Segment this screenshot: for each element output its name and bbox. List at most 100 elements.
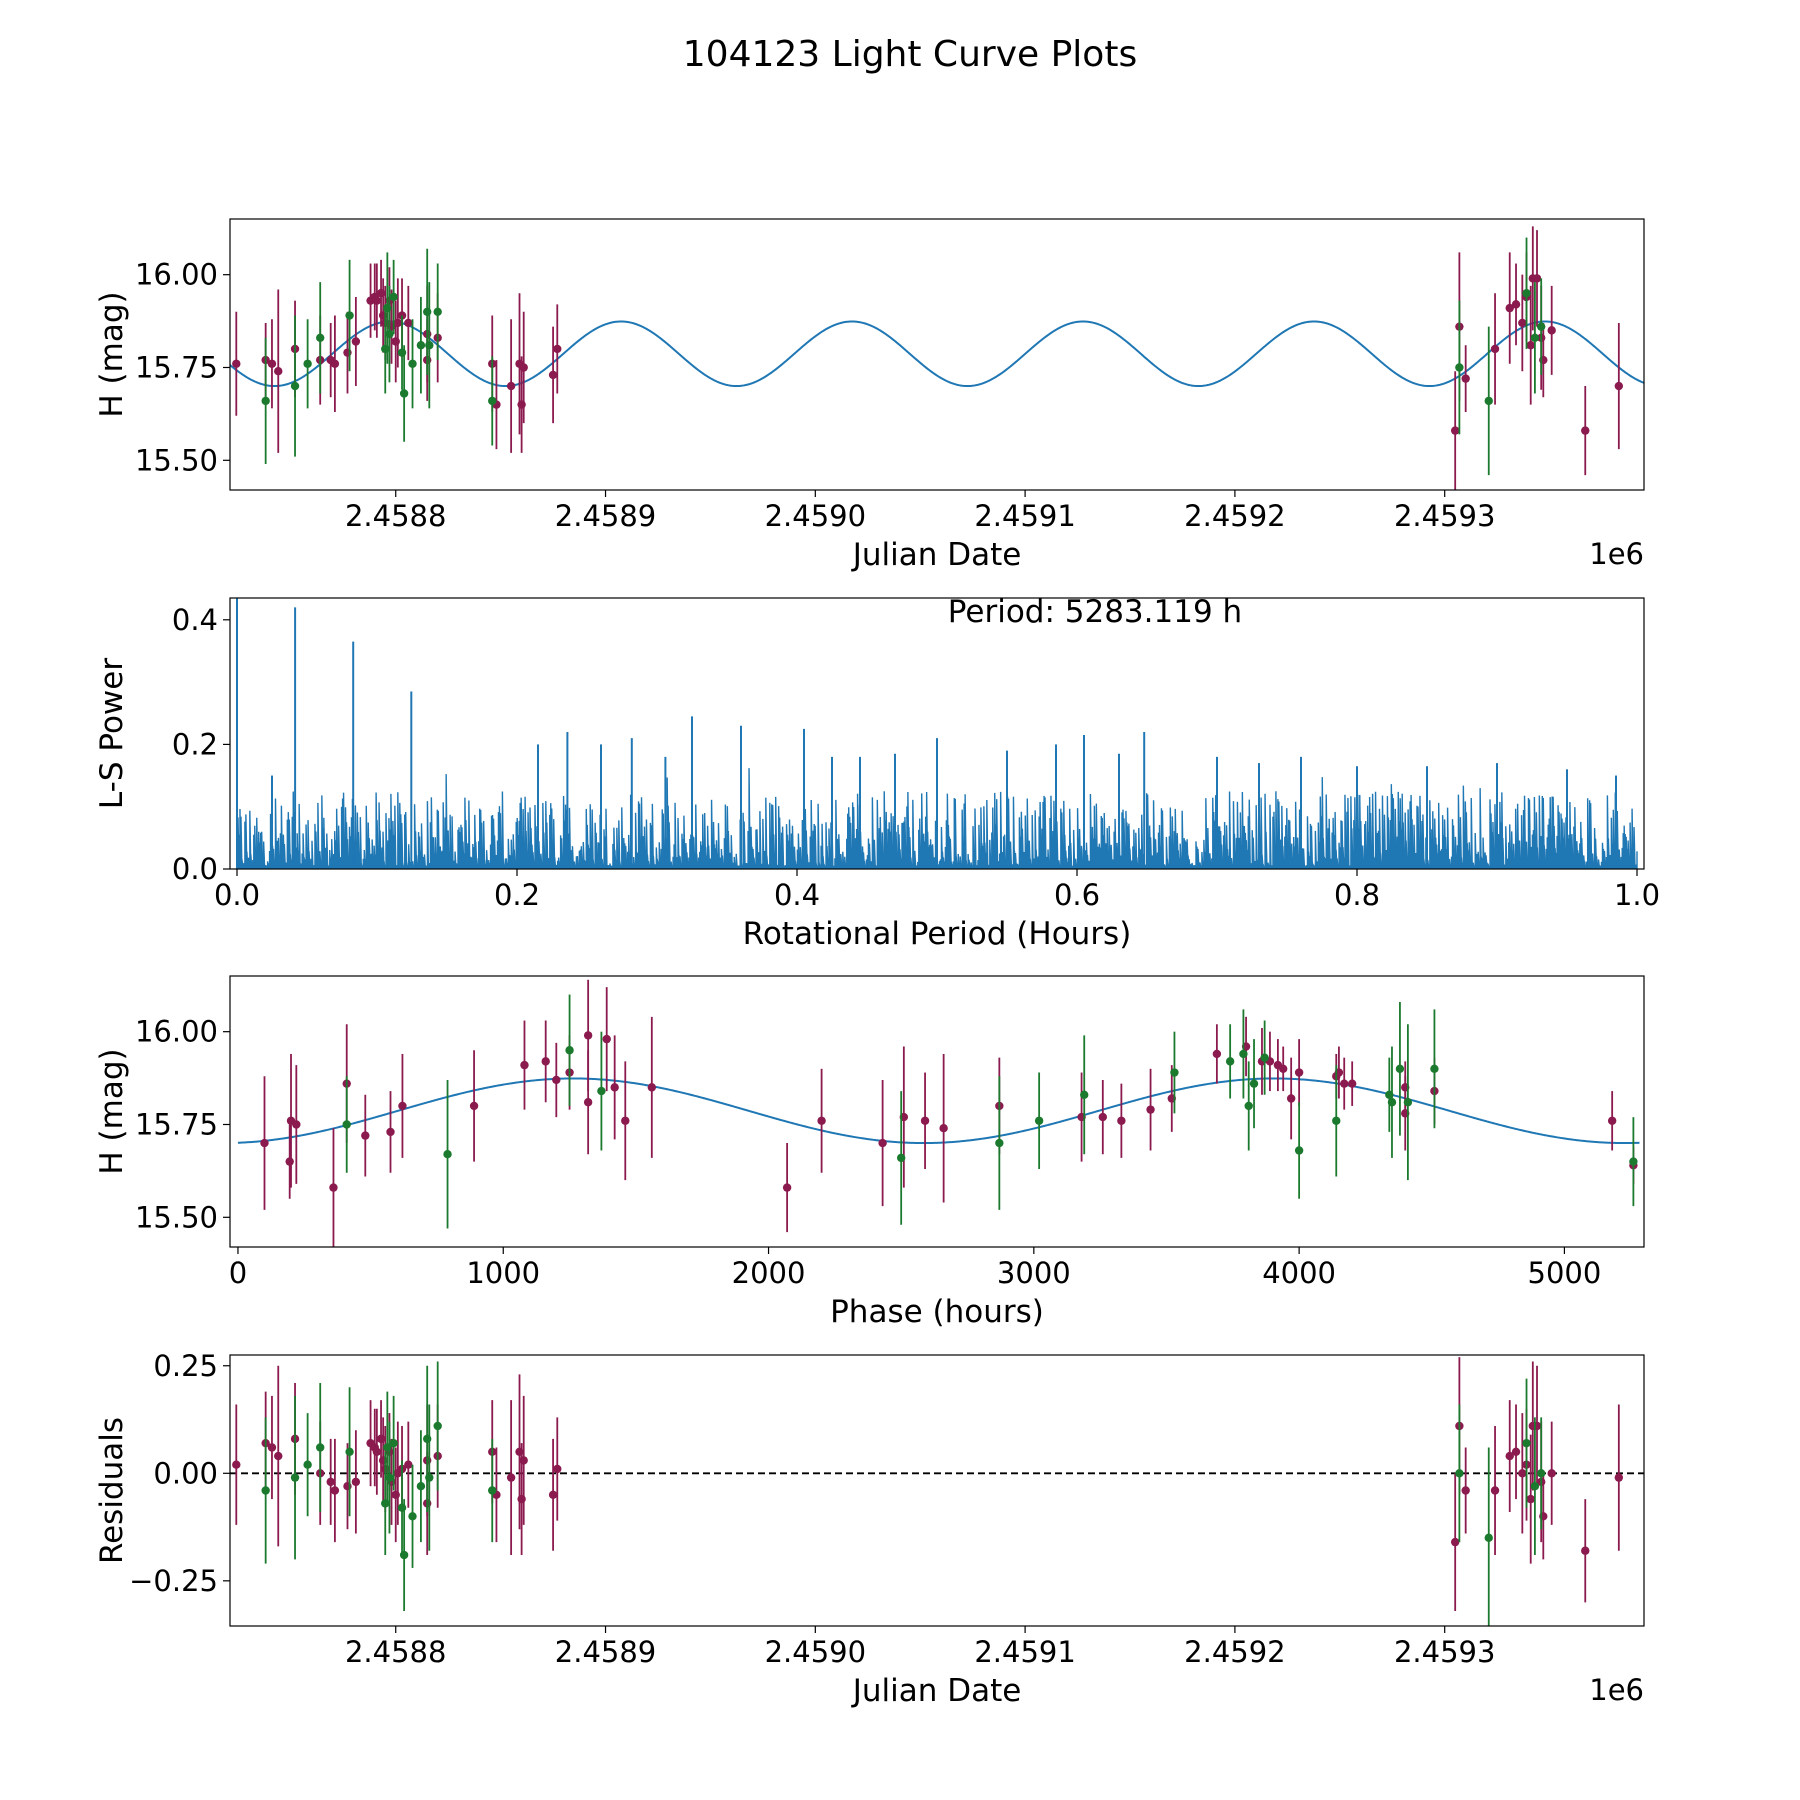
phased-data-point bbox=[260, 1138, 269, 1148]
lightcurve-data-point bbox=[1505, 303, 1514, 313]
phased-data-point bbox=[939, 1124, 948, 1133]
phased-data-point bbox=[398, 1101, 407, 1111]
phased-x-axis-label: Phase (hours) bbox=[830, 1294, 1044, 1330]
lightcurve-data-point bbox=[1484, 396, 1493, 406]
residuals-y-tick-label: 0.00 bbox=[153, 1456, 218, 1490]
lightcurve-data-point bbox=[1522, 289, 1531, 298]
lightcurve-x-offset-text: 1e6 bbox=[1589, 537, 1644, 571]
residuals-data-point bbox=[261, 1486, 270, 1495]
lightcurve-data-point bbox=[290, 381, 300, 391]
lightcurve-data-point bbox=[1461, 374, 1470, 383]
phased-x-tick-label: 2000 bbox=[732, 1256, 806, 1290]
phased-data-point bbox=[443, 1149, 452, 1159]
phased-data-point bbox=[878, 1138, 887, 1148]
phased-data-point bbox=[610, 1083, 619, 1092]
residuals-data-point bbox=[1522, 1438, 1531, 1448]
residuals-y-tick-label: −0.25 bbox=[129, 1564, 218, 1598]
residuals-data-point bbox=[389, 1438, 398, 1448]
residuals-x-tick-label: 2.4589 bbox=[555, 1635, 656, 1669]
phased-data-point bbox=[995, 1138, 1004, 1148]
phased-data-point bbox=[1170, 1068, 1179, 1077]
phased-x-tick-label: 0 bbox=[229, 1256, 247, 1290]
phased-x-tick-label: 5000 bbox=[1528, 1256, 1602, 1290]
lightcurve-model-curve bbox=[230, 320, 1644, 388]
phased-data-point bbox=[602, 1034, 611, 1044]
phased-data-point bbox=[565, 1046, 574, 1055]
periodogram-axes-frame bbox=[229, 597, 1645, 870]
lightcurve-data-point bbox=[267, 359, 277, 368]
lightcurve-data-point bbox=[488, 396, 497, 406]
lightcurve-data-point bbox=[1532, 274, 1542, 283]
phased-data-point bbox=[1340, 1079, 1349, 1088]
periodogram-x-tick-label: 0.8 bbox=[1334, 878, 1380, 912]
lightcurve-data-point bbox=[1581, 426, 1590, 435]
periodogram-x-axis-label: Rotational Period (Hours) bbox=[743, 916, 1132, 952]
residuals-data-point bbox=[1537, 1469, 1546, 1478]
residuals-data-point bbox=[1484, 1533, 1493, 1543]
residuals-data-point bbox=[316, 1443, 325, 1452]
lightcurve-data-point bbox=[1537, 322, 1546, 331]
lightcurve-data-point bbox=[1490, 344, 1500, 354]
residuals-data-point bbox=[274, 1451, 283, 1461]
lightcurve-data-point bbox=[404, 318, 413, 328]
lightcurve-data-point bbox=[385, 329, 394, 339]
periodogram-x-tick-label: 0.2 bbox=[494, 878, 540, 912]
phased-data-point bbox=[1117, 1116, 1126, 1125]
lightcurve-data-point bbox=[1526, 341, 1535, 350]
residuals-data-point bbox=[553, 1464, 562, 1474]
phased-panel: 0 1000 2000 3000 4000 5000 15.50 15.75 16.00 Pha… bbox=[94, 975, 1645, 1330]
phased-data-point bbox=[1034, 1116, 1044, 1125]
lightcurve-data-point bbox=[408, 359, 417, 368]
lightcurve-x-tick-label: 2.4588 bbox=[345, 499, 446, 533]
phased-data-point bbox=[1249, 1079, 1259, 1088]
phased-data-point bbox=[1225, 1057, 1235, 1066]
phased-data-point bbox=[1607, 1116, 1617, 1125]
phased-axes-frame bbox=[229, 975, 1645, 1248]
residuals-x-offset-text: 1e6 bbox=[1589, 1673, 1644, 1707]
residuals-y-axis-label: Residuals bbox=[94, 1417, 130, 1564]
residuals-data-point bbox=[1547, 1469, 1556, 1478]
lightcurve-data-point bbox=[1455, 363, 1464, 372]
lightcurve-data-point bbox=[1547, 326, 1556, 335]
phased-data-point bbox=[1332, 1116, 1341, 1125]
phased-data-point bbox=[920, 1116, 930, 1125]
phased-data-point bbox=[386, 1127, 395, 1137]
periodogram-base-band bbox=[237, 865, 1637, 869]
lightcurve-axes-frame bbox=[229, 218, 1645, 491]
lightcurve-data-point bbox=[1518, 318, 1527, 328]
lightcurve-data-point bbox=[397, 311, 407, 320]
residuals-data-point bbox=[232, 1460, 241, 1469]
phased-x-tick-label: 1000 bbox=[466, 1256, 540, 1290]
periodogram-y-tick-label: 0.4 bbox=[172, 603, 218, 637]
phased-data-point bbox=[329, 1183, 338, 1192]
phased-data-point bbox=[1286, 1094, 1296, 1103]
figure-title: 104123 Light Curve Plots bbox=[683, 34, 1137, 75]
phased-data-point bbox=[541, 1057, 550, 1066]
periodogram-x-tick-label: 0.4 bbox=[774, 878, 820, 912]
lightcurve-x-tick-label: 2.4590 bbox=[765, 499, 866, 533]
residuals-data-point bbox=[1511, 1447, 1521, 1456]
phased-x-tick-label: 4000 bbox=[1262, 1256, 1336, 1290]
residuals-x-tick-label: 2.4591 bbox=[974, 1635, 1075, 1669]
residuals-data-point bbox=[1505, 1451, 1514, 1461]
lightcurve-data-point bbox=[1614, 381, 1624, 391]
residuals-data-point bbox=[519, 1456, 528, 1465]
phased-data-point bbox=[1080, 1090, 1089, 1099]
residuals-data-point bbox=[1581, 1546, 1590, 1555]
lightcurve-data-point bbox=[393, 318, 403, 328]
lightcurve-data-point bbox=[261, 396, 270, 406]
phased-data-point bbox=[1098, 1112, 1108, 1122]
phased-data-point bbox=[1260, 1053, 1269, 1062]
lightcurve-y-tick-label: 16.00 bbox=[135, 258, 218, 292]
lightcurve-x-tick-label: 2.4592 bbox=[1184, 499, 1285, 533]
periodogram-y-tick-label: 0.2 bbox=[172, 727, 218, 761]
residuals-panel: 2.4588 2.4589 2.4590 2.4591 2.4592 2.4593 −0.2… bbox=[94, 1349, 1645, 1709]
phased-x-tick-label: 3000 bbox=[997, 1256, 1071, 1290]
phased-data-point bbox=[1347, 1079, 1357, 1088]
lightcurve-data-point bbox=[372, 296, 382, 305]
residuals-x-tick-label: 2.4592 bbox=[1184, 1635, 1285, 1669]
period-annotation: Period: 5283.119 h bbox=[948, 594, 1242, 630]
residuals-data-point bbox=[408, 1512, 417, 1521]
phased-data-point bbox=[1146, 1105, 1155, 1114]
residuals-data-point bbox=[425, 1473, 434, 1482]
